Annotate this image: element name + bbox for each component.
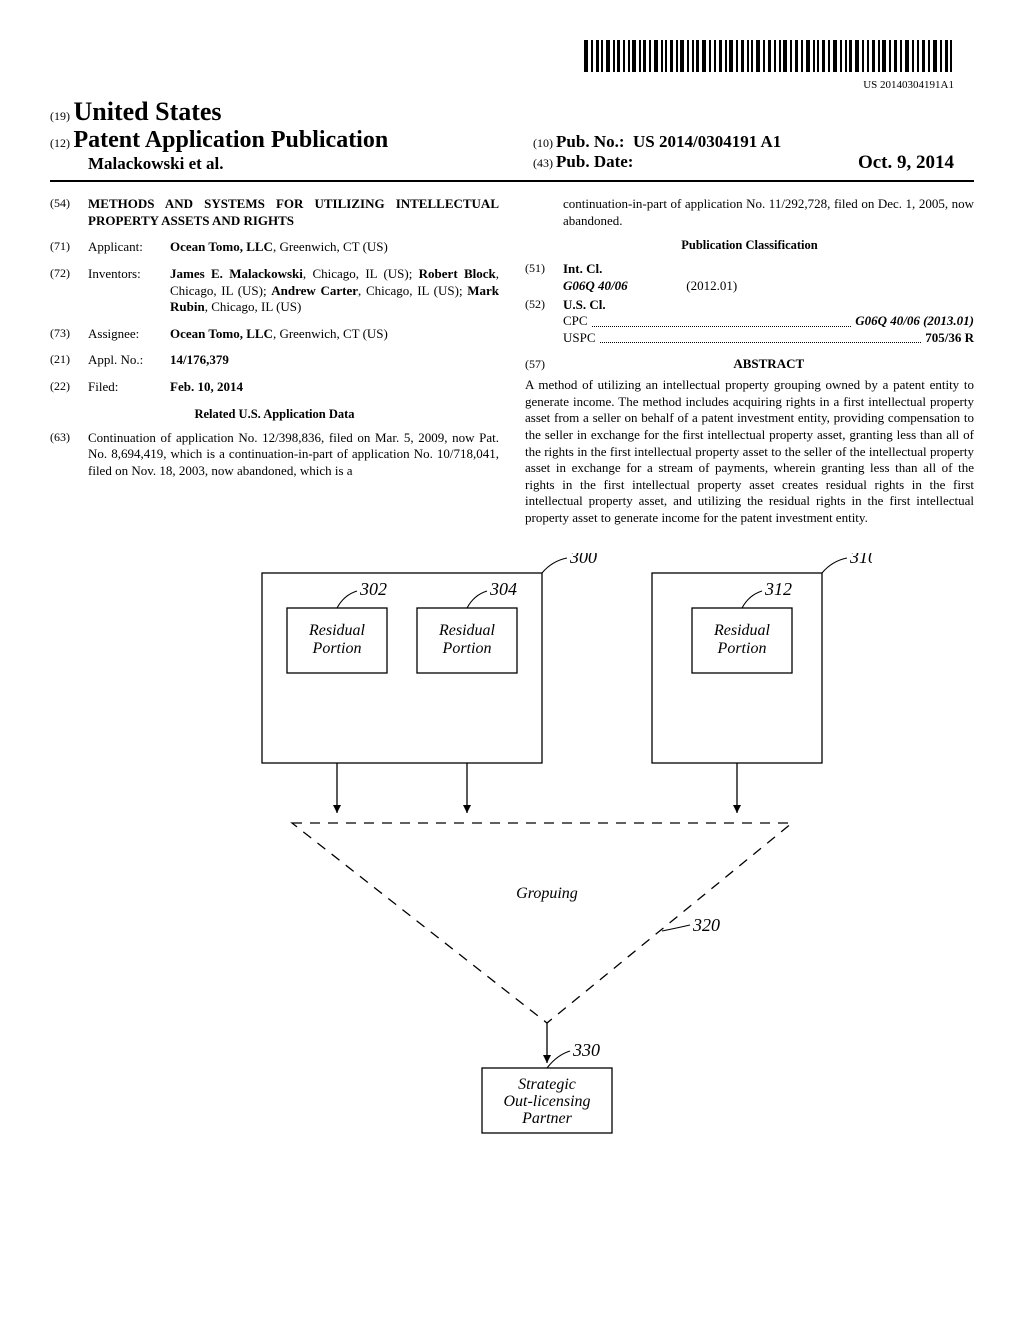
barcode-graphic	[584, 40, 954, 72]
fig-label-330: 330	[572, 1040, 600, 1060]
pubno-code: (10)	[533, 136, 553, 150]
svg-text:Residual: Residual	[713, 622, 771, 639]
country-name: United States	[74, 97, 222, 126]
svg-text:Portion: Portion	[312, 640, 362, 657]
tag-54: (54)	[50, 196, 88, 229]
fig-label-300: 300	[569, 553, 597, 567]
tag-22: (22)	[50, 379, 88, 396]
tag-72: (72)	[50, 266, 88, 316]
intcl-code: G06Q 40/06	[563, 278, 628, 293]
abstract-label: ABSTRACT	[733, 356, 804, 371]
fig-label-320: 320	[692, 915, 720, 935]
uscl-label: U.S. Cl.	[563, 297, 606, 312]
tag-73: (73)	[50, 326, 88, 343]
barcode-region: US 20140304191A1	[50, 40, 974, 91]
publication-title: Patent Application Publication	[74, 127, 389, 153]
assignee-name: Ocean Tomo, LLC	[170, 326, 273, 341]
tag-21: (21)	[50, 352, 88, 369]
country-code: (19)	[50, 109, 70, 123]
tag-51: (51)	[525, 261, 563, 294]
pubdate-value: Oct. 9, 2014	[858, 152, 974, 174]
svg-text:Residual: Residual	[438, 622, 496, 639]
pubno-label: Pub. No.:	[556, 132, 624, 151]
pubdate-code: (43)	[533, 156, 553, 170]
applicant-label: Applicant:	[88, 239, 170, 256]
pub-code: (12)	[50, 136, 70, 150]
inventors-label: Inventors:	[88, 266, 170, 316]
pubdate-label: Pub. Date:	[556, 152, 633, 171]
filed-value: Feb. 10, 2014	[170, 379, 243, 394]
tag-52: (52)	[525, 297, 563, 347]
inventors-value: James E. Malackowski, Chicago, IL (US); …	[170, 266, 499, 316]
assignee-value: Ocean Tomo, LLC, Greenwich, CT (US)	[170, 326, 499, 343]
pubno-value: US 2014/0304191 A1	[633, 132, 781, 151]
applicant-name: Ocean Tomo, LLC	[170, 239, 273, 254]
barcode-number: US 20140304191A1	[50, 79, 954, 91]
filed-label: Filed:	[88, 379, 170, 396]
pubclass-header: Publication Classification	[525, 237, 974, 253]
related-continuation: continuation-in-part of application No. …	[563, 196, 974, 229]
intcl-version: (2012.01)	[686, 278, 737, 293]
assignee-loc: , Greenwich, CT (US)	[273, 326, 388, 341]
intcl-label: Int. Cl.	[563, 261, 602, 276]
related-text: Continuation of application No. 12/398,8…	[88, 430, 499, 480]
applicant-loc: , Greenwich, CT (US)	[273, 239, 388, 254]
fig-partner-l3: Partner	[521, 1110, 573, 1127]
authors-line: Malackowski et al.	[88, 154, 513, 174]
fig-label-304: 304	[489, 579, 517, 599]
fig-label-312: 312	[764, 579, 792, 599]
abstract-text: A method of utilizing an intellectual pr…	[525, 377, 974, 527]
cpc-value: G06Q 40/06 (2013.01)	[855, 313, 974, 328]
fig-partner-l2: Out-licensing	[503, 1093, 590, 1110]
uspc-value: 705/36 R	[925, 330, 974, 345]
fig-label-302: 302	[359, 579, 387, 599]
tag-63: (63)	[50, 430, 88, 480]
invention-title: METHODS AND SYSTEMS FOR UTILIZING INTELL…	[88, 196, 499, 229]
fig-grouping-label: Gropuing	[516, 885, 578, 902]
fig-label-310: 310	[849, 553, 872, 567]
left-column: (54) METHODS AND SYSTEMS FOR UTILIZING I…	[50, 196, 499, 527]
inventor-1: James E. Malackowski	[170, 266, 303, 281]
inventor-3: Andrew Carter	[271, 283, 358, 298]
applno-value: 14/176,379	[170, 352, 229, 367]
assignee-label: Assignee:	[88, 326, 170, 343]
svg-text:Residual: Residual	[308, 622, 366, 639]
dot-leader	[600, 330, 922, 344]
tag-71: (71)	[50, 239, 88, 256]
svg-text:Portion: Portion	[717, 640, 767, 657]
related-header: Related U.S. Application Data	[50, 406, 499, 422]
svg-text:Portion: Portion	[442, 640, 492, 657]
applicant-value: Ocean Tomo, LLC, Greenwich, CT (US)	[170, 239, 499, 256]
right-column: continuation-in-part of application No. …	[525, 196, 974, 527]
patent-header: (19) United States (12) Patent Applicati…	[50, 97, 974, 182]
cpc-label: CPC	[563, 313, 588, 330]
applno-label: Appl. No.:	[88, 352, 170, 369]
inventor-2: Robert Block	[419, 266, 496, 281]
tag-57: (57)	[525, 357, 563, 372]
uspc-label: USPC	[563, 330, 596, 347]
patent-figure: 300 302 304 310 312 320 330 ResidualPort…	[50, 553, 974, 1153]
bibliographic-body: (54) METHODS AND SYSTEMS FOR UTILIZING I…	[50, 196, 974, 527]
dot-leader	[592, 313, 852, 327]
fig-partner-l1: Strategic	[518, 1076, 576, 1093]
